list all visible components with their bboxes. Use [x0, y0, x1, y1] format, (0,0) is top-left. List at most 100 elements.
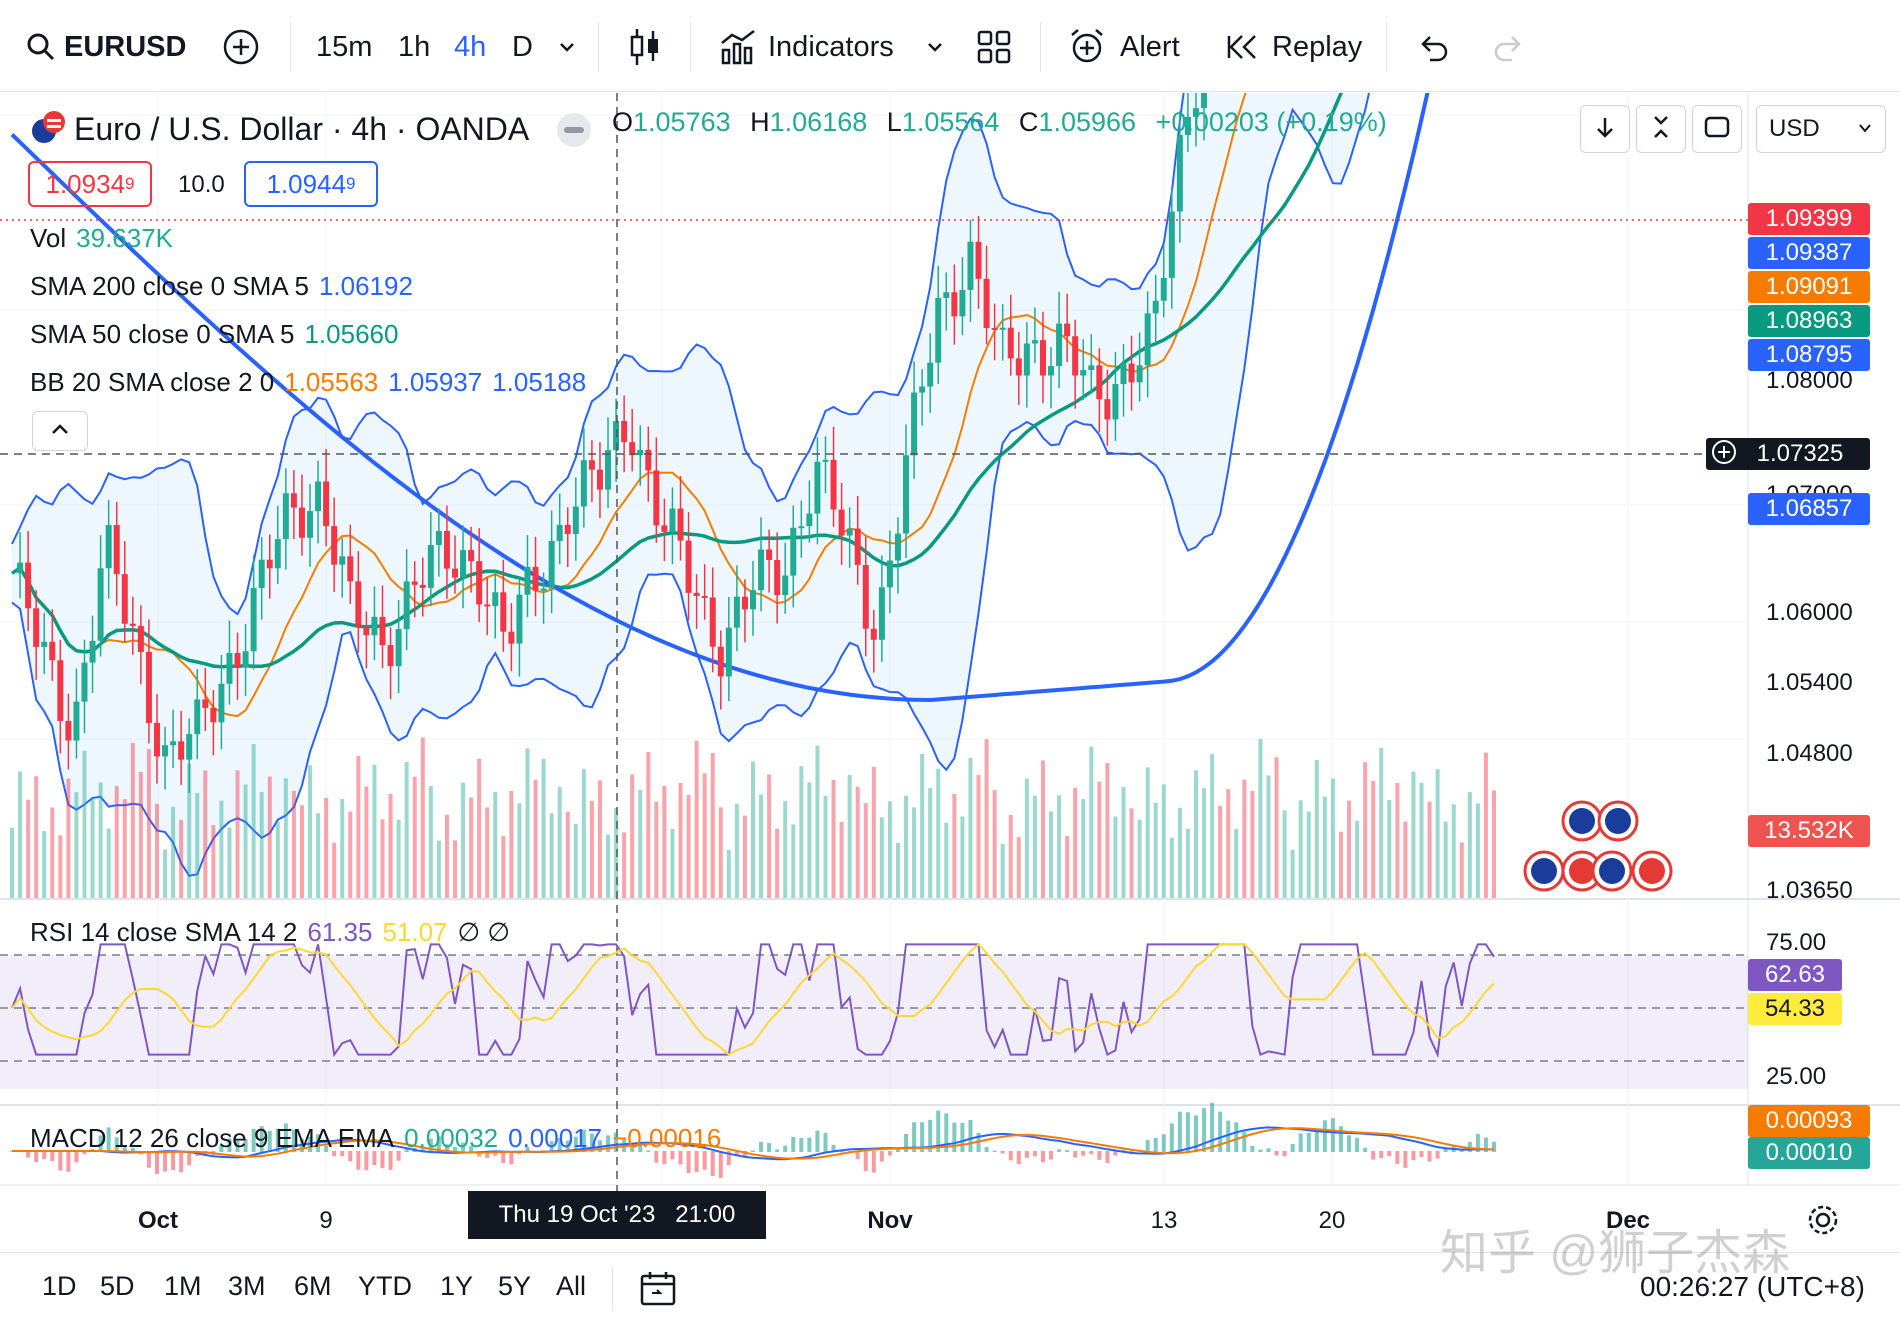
sma50-legend[interactable]: SMA 50 close 0 SMA 5 1.05660: [30, 319, 408, 350]
macd-histogram-bar: [1153, 1137, 1158, 1152]
candle-body: [725, 627, 732, 677]
candle-body: [645, 449, 652, 471]
candle-body: [315, 481, 322, 512]
interval-d[interactable]: D: [512, 30, 533, 63]
chart-area[interactable]: Euro / U.S. Dollar · 4h · OANDA O1.05763…: [0, 93, 1900, 1248]
compare-symbol-button[interactable]: [222, 24, 260, 70]
crosshair-time-badge: Thu 19 Oct '23 21:00: [468, 1191, 766, 1239]
interval-1h[interactable]: 1h: [398, 30, 431, 63]
range-ytd-button[interactable]: YTD: [358, 1271, 412, 1301]
sell-button[interactable]: 1.0934 9: [28, 161, 152, 207]
bb-lower-value: 1.05188: [492, 367, 587, 397]
chart-title: Euro / U.S. Dollar · 4h · OANDA: [74, 111, 530, 147]
macd-histogram-bar: [1242, 1131, 1247, 1152]
bb-legend[interactable]: BB 20 SMA close 2 0 1.05563 1.05937 1.05188: [30, 367, 596, 398]
macd-histogram-bar: [565, 1140, 570, 1152]
chart-type-button[interactable]: [628, 24, 662, 70]
candle-body: [274, 539, 281, 569]
scroll-down-button[interactable]: [1580, 105, 1630, 153]
bollinger-lower-line: [11, 93, 1371, 877]
volume-bar: [1089, 746, 1094, 898]
fullscreen-button[interactable]: [1692, 105, 1742, 153]
macd-histogram-bar: [163, 1151, 168, 1172]
candle-body: [1015, 358, 1022, 376]
range-1y-button[interactable]: 1Y: [440, 1271, 474, 1301]
volume-bar: [259, 791, 264, 898]
market-status-icon[interactable]: [557, 112, 592, 147]
macd-label: MACD 12 26 close 9 EMA EMA: [30, 1123, 395, 1153]
range-6m-button[interactable]: 6M: [294, 1271, 332, 1301]
collapse-button[interactable]: [1636, 105, 1686, 153]
macd-signal-value: −0.00016: [612, 1123, 722, 1153]
buy-button[interactable]: 1.0944 9: [244, 161, 378, 207]
candle-body: [210, 707, 217, 723]
volume-bar: [976, 774, 981, 898]
time-label: 9: [319, 1207, 333, 1234]
indicators-dropdown-button[interactable]: [924, 24, 946, 70]
macd-histogram-bar: [984, 1146, 989, 1152]
macd-histogram-bar: [404, 1148, 409, 1152]
time-label: Dec: [1605, 1207, 1651, 1234]
replay-button[interactable]: Replay: [1226, 24, 1362, 70]
macd-histogram-bar: [1234, 1122, 1239, 1152]
macd-histogram-bar: [1016, 1151, 1021, 1165]
symbol-search[interactable]: EURUSD: [26, 24, 186, 70]
range-5d-button[interactable]: 5D: [100, 1271, 135, 1301]
volume-legend[interactable]: Vol 39.637K: [30, 223, 183, 254]
candle-body: [605, 450, 612, 490]
bollinger-band-fill: [12, 93, 1370, 876]
sma200-legend[interactable]: SMA 200 close 0 SMA 5 1.06192: [30, 271, 423, 302]
range-3m-button[interactable]: 3M: [228, 1271, 266, 1301]
rsi-tick: 75.00: [1766, 929, 1827, 956]
macd-histogram-bar: [1274, 1151, 1279, 1156]
candles-icon: [628, 27, 662, 67]
volume-bar: [10, 828, 14, 898]
indicators-button[interactable]: Indicators: [720, 24, 894, 70]
volume-bar: [1129, 808, 1134, 898]
candle-body: [701, 595, 708, 598]
alert-button[interactable]: Alert: [1068, 24, 1180, 70]
macd-histogram-bar: [573, 1136, 578, 1152]
macd-histogram-bar: [380, 1151, 385, 1169]
macd-histogram-bar: [726, 1151, 731, 1166]
macd-histogram-bar: [493, 1151, 498, 1156]
candle-body: [258, 559, 265, 589]
currency-select[interactable]: USD: [1756, 105, 1886, 153]
macd-histogram-bar: [235, 1140, 240, 1152]
rsi-legend[interactable]: RSI 14 close SMA 14 2 61.35 51.07 ∅ ∅: [30, 917, 520, 948]
macd-histogram-bar: [356, 1151, 361, 1170]
candle-body: [363, 627, 370, 636]
rsi-sma-value: 51.07: [382, 917, 448, 947]
range-5y-button[interactable]: 5Y: [498, 1271, 532, 1301]
range-1d-button[interactable]: 1D: [42, 1271, 77, 1301]
go-to-date-button[interactable]: [638, 1269, 678, 1314]
macd-signal-badge: 0.00093: [1748, 1105, 1870, 1137]
macd-legend[interactable]: MACD 12 26 close 9 EMA EMA 0.00032 0.00017…: [30, 1123, 731, 1154]
redo-button[interactable]: [1492, 24, 1526, 70]
volume-bar: [1153, 802, 1158, 898]
add-price-button[interactable]: [1706, 438, 1742, 470]
macd-histogram-bar: [444, 1144, 449, 1152]
macd-histogram-bar: [606, 1135, 611, 1152]
macd-histogram-bar: [783, 1145, 788, 1152]
candle-body: [170, 741, 177, 746]
settings-gear-icon[interactable]: [1806, 1203, 1840, 1242]
range-1m-button[interactable]: 1M: [164, 1271, 202, 1301]
eu-us-flag-icon: [30, 109, 66, 150]
sell-price: 1.0934: [45, 168, 126, 199]
range-all-button[interactable]: All: [556, 1271, 587, 1301]
macd-histogram-bar: [1032, 1151, 1037, 1157]
interval-4h[interactable]: 4h: [454, 30, 487, 63]
candle-body: [371, 616, 378, 636]
collapse-legend-button[interactable]: [32, 411, 88, 451]
candle-body: [1160, 277, 1167, 301]
volume-bar: [847, 775, 852, 898]
chart-canvas[interactable]: [0, 93, 1900, 1248]
volume-bar: [895, 842, 900, 898]
macd-histogram-bar: [1250, 1145, 1255, 1152]
interval-15m[interactable]: 15m: [316, 30, 373, 63]
indicators-icon: [720, 28, 758, 66]
undo-button[interactable]: [1416, 24, 1450, 70]
interval-dropdown-button[interactable]: [556, 24, 578, 70]
layout-button[interactable]: [976, 24, 1012, 70]
